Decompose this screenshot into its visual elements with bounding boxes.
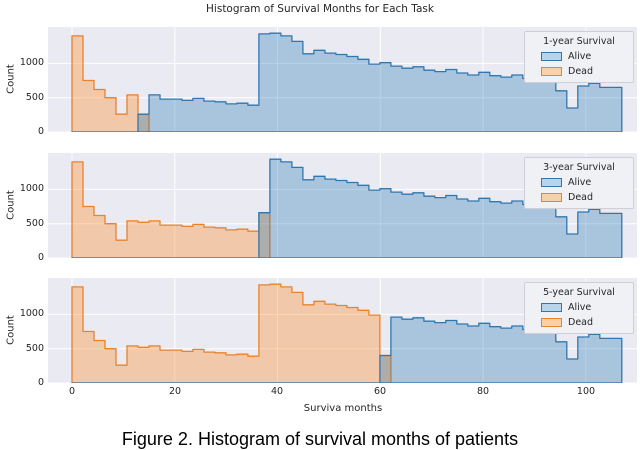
subplot-5year: Count 1000 500 0 5-year Survival Alive D… — [0, 278, 640, 388]
x-tick-label: 100 — [576, 386, 596, 397]
legend-label: Alive — [568, 177, 592, 188]
subplot-3year: Count 1000 500 0 3-year Survival Alive D… — [0, 153, 640, 263]
legend-title: 3-year Survival — [543, 162, 615, 173]
legend-item-dead: Dead — [541, 315, 627, 330]
legend-label: Alive — [568, 51, 592, 62]
legend-item-alive: Alive — [541, 300, 627, 315]
y-tick-label: 500 — [25, 218, 44, 229]
legend-label: Dead — [568, 66, 594, 77]
y-tick-label: 1000 — [19, 57, 44, 68]
y-tick-label: 1000 — [19, 183, 44, 194]
dead-swatch — [541, 193, 562, 202]
alive-swatch — [541, 178, 562, 187]
legend-item-alive: Alive — [541, 175, 627, 190]
alive-swatch — [541, 303, 562, 312]
alive-step-histogram — [71, 316, 623, 383]
alive-swatch — [541, 52, 562, 61]
y-tick-label: 1000 — [19, 308, 44, 319]
y-axis-label: Count — [5, 190, 17, 220]
x-axis: 0 20 40 60 80 100 — [0, 387, 640, 399]
legend-item-dead: Dead — [541, 190, 627, 205]
dead-swatch — [541, 67, 562, 76]
dead-step-histogram — [71, 35, 623, 132]
figure-caption: Figure 2. Histogram of survival months o… — [121, 429, 519, 449]
histogram-plot-3year — [48, 153, 637, 258]
legend-item-dead: Dead — [541, 64, 627, 79]
plot-area: 3-year Survival Alive Dead — [48, 153, 637, 258]
legend-item-alive: Alive — [541, 49, 627, 64]
x-tick-label: 80 — [476, 386, 490, 397]
y-tick-label: 0 — [37, 377, 44, 388]
y-tick-label: 0 — [37, 252, 44, 263]
subplot-1year: Count 1000 500 0 1-year Survival Alive D… — [0, 27, 640, 137]
plot-area: 5-year Survival Alive Dead — [48, 278, 637, 383]
legend-label: Dead — [568, 317, 594, 328]
x-axis-label: Surviva months — [303, 403, 383, 414]
y-tick-label: 500 — [25, 92, 44, 103]
x-tick-label: 20 — [168, 386, 182, 397]
y-axis-label: Count — [5, 64, 17, 94]
legend-label: Dead — [568, 192, 594, 203]
legend-label: Alive — [568, 302, 592, 313]
histogram-plot-5year — [48, 278, 637, 383]
legend-title: 5-year Survival — [543, 287, 615, 298]
y-tick-label: 500 — [25, 343, 44, 354]
dead-swatch — [541, 318, 562, 327]
x-tick-label: 0 — [68, 386, 76, 397]
legend-title: 1-year Survival — [543, 36, 615, 47]
dead-step-histogram — [71, 283, 623, 383]
legend: 5-year Survival Alive Dead — [524, 282, 634, 334]
y-tick-label: 0 — [37, 126, 44, 137]
x-tick-label: 60 — [373, 386, 387, 397]
x-tick-label: 40 — [270, 386, 284, 397]
legend: 3-year Survival Alive Dead — [524, 157, 634, 209]
plot-area: 1-year Survival Alive Dead — [48, 27, 637, 132]
legend: 1-year Survival Alive Dead — [524, 31, 634, 83]
figure-title: Histogram of Survival Months for Each Ta… — [206, 3, 434, 15]
y-axis-label: Count — [5, 315, 17, 345]
